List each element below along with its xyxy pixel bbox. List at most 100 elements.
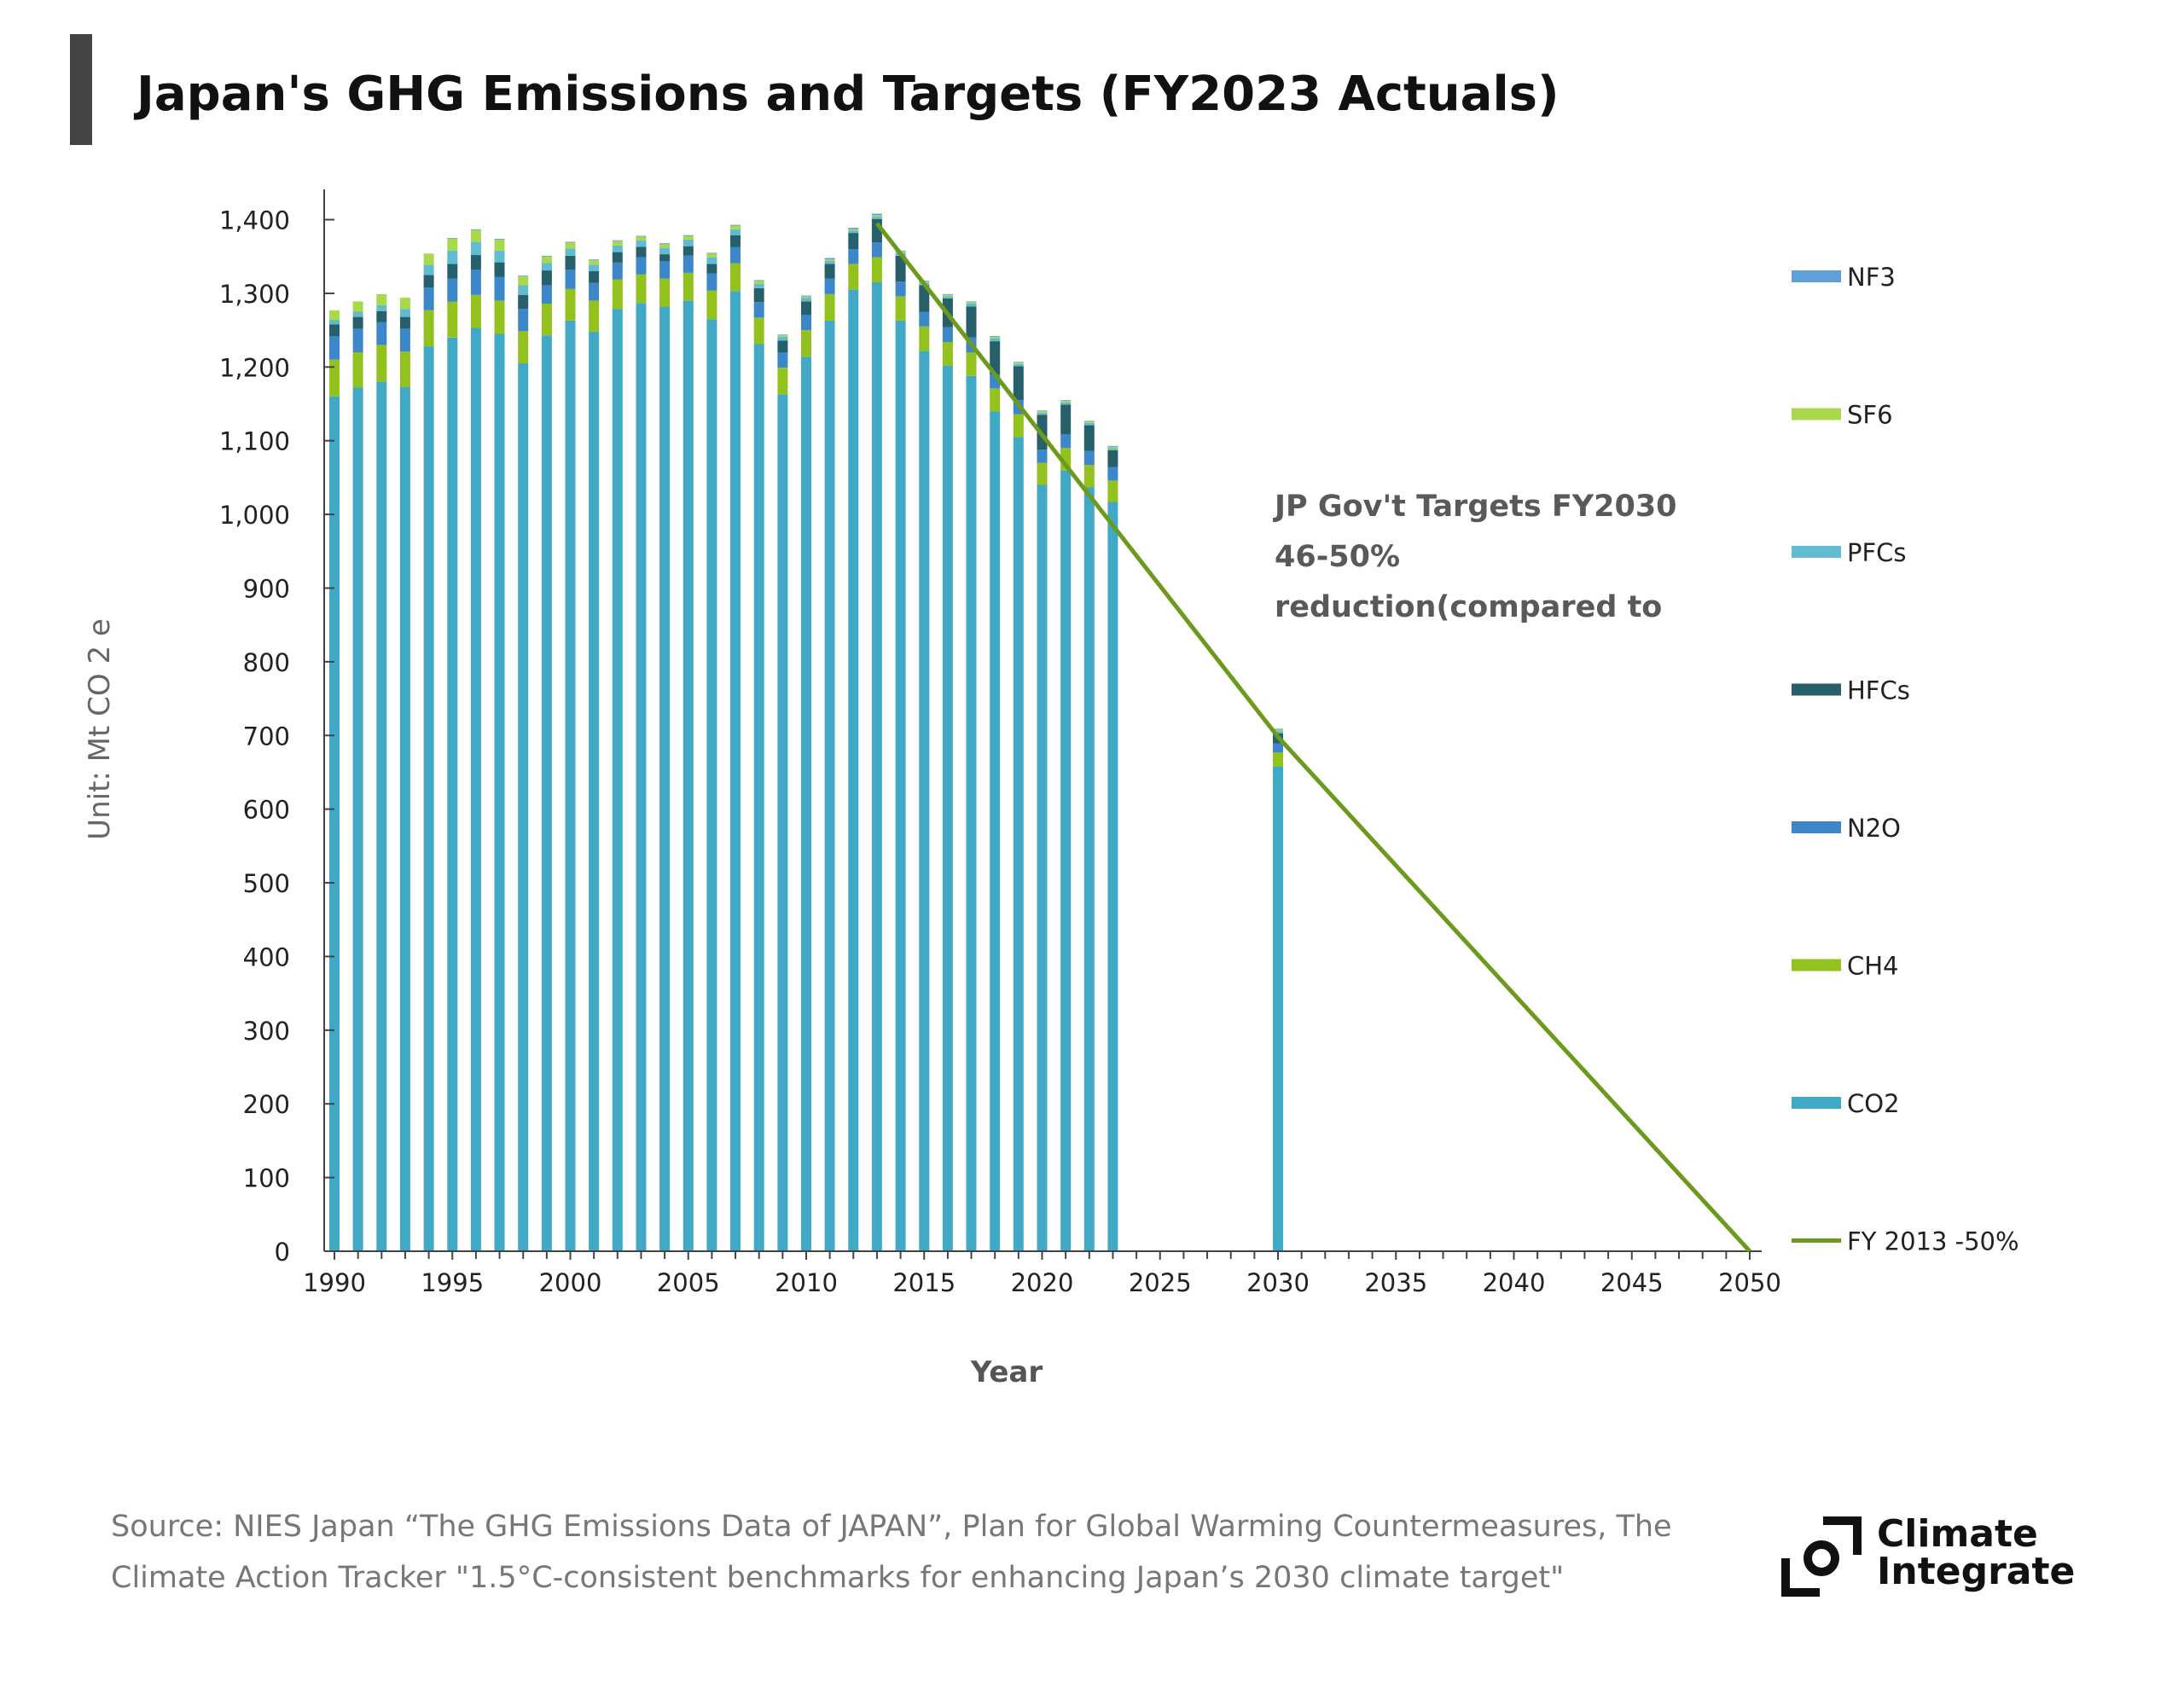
bar-sf6-2004: [659, 244, 671, 248]
bar-hfcs-2012: [848, 233, 859, 250]
bar-n2o-2015: [919, 311, 930, 327]
bar-co2-2006: [706, 319, 717, 1252]
bar-n2o-2009: [777, 352, 788, 368]
bar-ch4-2017: [966, 352, 977, 376]
y-tick-label: 1,400: [219, 206, 290, 235]
bar-n2o-2020: [1037, 449, 1048, 463]
bar-sf6-1996: [470, 229, 481, 242]
bar-pfcs-2022: [1083, 423, 1095, 426]
bar-hfcs-2001: [589, 271, 600, 283]
bar-pfcs-2005: [682, 239, 694, 246]
bar-ch4-2020: [1037, 462, 1048, 485]
bar-n2o-2001: [589, 282, 600, 301]
bar-hfcs-1996: [470, 255, 481, 270]
bar-hfcs-2023: [1107, 449, 1118, 467]
bar-sf6-1994: [423, 253, 434, 265]
x-tick-label: 2025: [1129, 1268, 1192, 1297]
bar-pfcs-2012: [848, 230, 859, 234]
bar-sf6-2002: [612, 241, 623, 246]
bar-ch4-2001: [589, 300, 600, 332]
bar-ch4-2012: [848, 264, 859, 290]
bar-co2-1997: [494, 333, 505, 1251]
bar-hfcs-2011: [824, 264, 835, 279]
bar-sf6-2008: [753, 281, 764, 284]
bar-ch4-1998: [518, 331, 529, 363]
bar-nf3-2007: [730, 224, 741, 226]
bar-co2-1993: [399, 386, 410, 1252]
y-tick-label: 0: [275, 1238, 290, 1267]
bar-n2o-2022: [1083, 450, 1095, 466]
bar-ch4-2016: [942, 341, 953, 366]
bar-nf3-2020: [1037, 410, 1048, 412]
x-tick-label: 2050: [1718, 1268, 1781, 1297]
bar-hfcs-1992: [376, 310, 387, 322]
bar-co2-2013: [871, 282, 882, 1251]
y-tick-label: 1,100: [219, 427, 290, 456]
bar-pfcs-1998: [518, 285, 529, 295]
bar-n2o-2016: [942, 327, 953, 342]
legend-swatch-sf6: [1792, 408, 1841, 420]
bar-co2-2008: [753, 344, 764, 1251]
bar-n2o-2023: [1107, 467, 1118, 481]
y-tick-label: 500: [243, 869, 290, 898]
bar-n2o-1995: [447, 278, 458, 302]
bar-co2-2015: [919, 351, 930, 1251]
bar-co2-2005: [682, 300, 694, 1252]
bar-sf6-2005: [682, 235, 694, 240]
bar-hfcs-2017: [966, 306, 977, 338]
bar-co2-2000: [565, 320, 576, 1251]
bar-n2o-1994: [423, 287, 434, 310]
x-tick-label: 2015: [892, 1268, 956, 1297]
x-tick-label: 2010: [775, 1268, 838, 1297]
logo-wordmark: Climate Integrate: [1877, 1516, 2075, 1591]
bar-hfcs-2018: [990, 341, 1001, 374]
logo-line-2: Integrate: [1877, 1550, 2076, 1593]
bar-nf3-2022: [1083, 420, 1095, 422]
bar-n2o-2014: [895, 281, 906, 297]
bar-pfcs-2023: [1107, 448, 1118, 450]
bar-hfcs-2019: [1013, 366, 1024, 401]
legend-swatch-hfcs: [1792, 683, 1841, 696]
bar-hfcs-1999: [541, 270, 552, 286]
bar-group: [329, 213, 1283, 1252]
bar-sf6-2017: [966, 302, 977, 304]
bar-n2o-2000: [565, 270, 576, 289]
bar-ch4-2004: [659, 278, 671, 307]
bar-hfcs-1998: [518, 294, 529, 310]
bar-ch4-1999: [541, 304, 552, 336]
bar-n2o-1993: [399, 328, 410, 352]
bar-hfcs-2010: [801, 301, 811, 315]
bar-n2o-2007: [730, 246, 741, 264]
legend-swatch-ch4: [1792, 959, 1841, 971]
bar-sf6-2023: [1107, 446, 1118, 449]
bar-ch4-2030: [1273, 752, 1283, 767]
bar-sf6-2000: [565, 242, 576, 249]
bar-n2o-1992: [376, 322, 387, 345]
bar-ch4-2022: [1083, 465, 1095, 488]
bar-pfcs-2002: [612, 245, 623, 252]
bar-co2-1992: [376, 381, 387, 1252]
bar-ch4-2003: [636, 274, 647, 304]
bar-ch4-2013: [871, 257, 882, 282]
bar-co2-1999: [541, 335, 552, 1252]
bar-n2o-2003: [636, 257, 647, 275]
bar-hfcs-1993: [399, 316, 410, 329]
bar-sf6-2030: [1273, 729, 1283, 732]
bar-sf6-2022: [1083, 421, 1095, 423]
y-tick-label: 900: [243, 574, 290, 603]
axes-group: [323, 189, 1762, 1260]
bar-hfcs-1994: [423, 275, 434, 287]
bar-hfcs-2008: [753, 287, 764, 303]
legend-label: NF3: [1847, 263, 1896, 292]
bar-sf6-2019: [1013, 362, 1024, 364]
legend-label: SF6: [1847, 401, 1893, 430]
bar-ch4-1996: [470, 294, 481, 328]
bar-co2-2009: [777, 394, 788, 1251]
bar-sf6-1990: [329, 310, 340, 320]
bar-pfcs-2008: [753, 283, 764, 288]
bar-n2o-2013: [871, 242, 882, 258]
bar-sf6-2011: [824, 259, 835, 261]
y-tick-label: 600: [243, 796, 290, 825]
climate-integrate-logo: Climate Integrate: [1779, 1514, 2075, 1599]
bar-ch4-1991: [352, 352, 363, 388]
